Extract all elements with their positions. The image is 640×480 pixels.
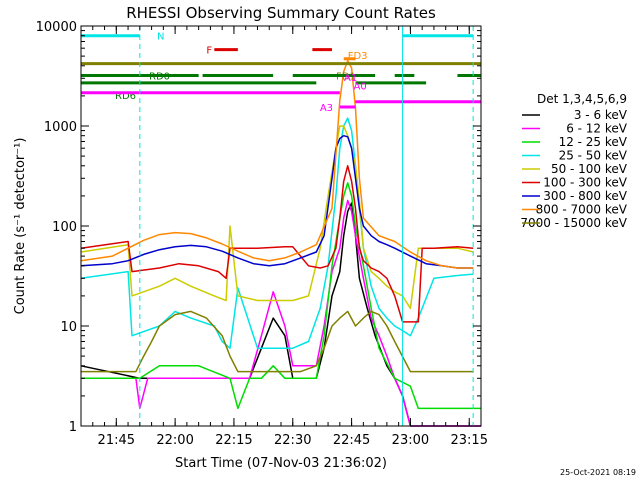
series-100-300-kev-line (80, 165, 474, 323)
legend-item-label: 50 - 100 keV (551, 162, 628, 176)
legend-item-label: 12 - 25 keV (559, 135, 628, 149)
series-7000-15000-kev-line (81, 310, 474, 373)
annotation-a1-label: A1 (344, 73, 357, 84)
annotation-n-label: N (157, 32, 164, 43)
y-tick-label: 1 (69, 420, 77, 435)
legend-item-label: 100 - 300 keV (543, 176, 627, 190)
legend-item-label: 7000 - 15000 keV (520, 216, 627, 230)
y-tick-label: 1000 (44, 120, 77, 135)
y-tick-label: 10 (60, 320, 77, 335)
y-tick-label: 10000 (36, 20, 77, 35)
legend-item-label: 300 - 800 keV (543, 189, 627, 203)
x-tick-label: 22:45 (333, 433, 370, 448)
footer-timestamp: 25-Oct-2021 08:19 (560, 468, 636, 477)
annotation-rd6-label: RD6 (115, 91, 136, 102)
x-tick-label: 22:00 (156, 433, 193, 448)
legend-item-label: 6 - 12 keV (566, 122, 628, 136)
series-layer (80, 59, 481, 427)
series-12-25-kev-line (81, 182, 481, 410)
legend-item-label: 3 - 6 keV (574, 108, 628, 122)
legend-item-label: 800 - 7000 keV (536, 203, 628, 217)
annotation-rd0-label: RD0 (149, 71, 170, 82)
x-tick-label: 21:45 (98, 433, 135, 448)
legend-item-label: 25 - 50 keV (559, 149, 628, 163)
y-axis-label: Count Rate (s⁻¹ detector⁻¹) (13, 138, 28, 315)
annotation-a3-label: A3 (320, 103, 333, 114)
annotation-fd3-label: FD3 (348, 51, 368, 62)
annotation-a0-label: A0 (354, 82, 367, 93)
chart-title: RHESSI Observing Summary Count Rates (126, 4, 436, 22)
x-tick-label: 23:00 (392, 433, 429, 448)
annotation-fd1-label: FD1 (336, 72, 356, 83)
legend-title: Det 1,3,4,5,6,9 (537, 92, 627, 106)
x-axis-label: Start Time (07-Nov-03 21:36:02) (175, 456, 387, 471)
x-tick-label: 23:15 (451, 433, 488, 448)
x-tick-label: 22:15 (215, 433, 252, 448)
axis-layer: 21:45 22:00 22:15 22:30 22:45 23:00 23:15 1 10 10… (36, 20, 488, 448)
y-tick-label: 100 (52, 220, 77, 235)
series-800-7000-kev-line (80, 59, 474, 269)
series-300-800-kev-line (80, 134, 474, 269)
annotation-f-label: F (206, 46, 212, 57)
x-tick-label: 22:30 (274, 433, 311, 448)
series-25-50-kev-line (80, 117, 474, 349)
